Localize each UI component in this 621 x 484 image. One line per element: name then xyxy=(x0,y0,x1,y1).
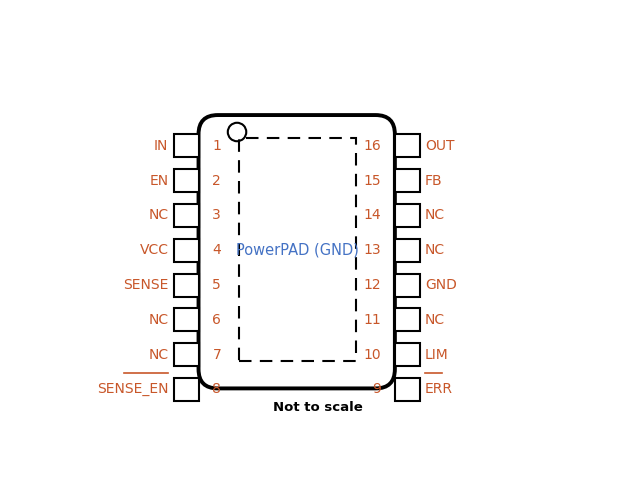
FancyBboxPatch shape xyxy=(199,115,395,388)
Bar xyxy=(395,169,420,192)
Bar xyxy=(395,308,420,332)
Bar xyxy=(395,378,420,401)
Text: NC: NC xyxy=(425,209,445,223)
Text: FB: FB xyxy=(425,174,443,188)
Text: SENSE_EN: SENSE_EN xyxy=(97,382,168,396)
Bar xyxy=(395,204,420,227)
Text: NC: NC xyxy=(425,313,445,327)
Text: GND: GND xyxy=(425,278,457,292)
Text: VCC: VCC xyxy=(140,243,168,257)
Bar xyxy=(174,308,199,332)
Text: 5: 5 xyxy=(212,278,221,292)
Text: 15: 15 xyxy=(363,174,381,188)
Text: 12: 12 xyxy=(363,278,381,292)
Text: Not to scale: Not to scale xyxy=(273,401,363,414)
Text: 3: 3 xyxy=(212,209,221,223)
Text: IN: IN xyxy=(154,139,168,153)
Text: 2: 2 xyxy=(212,174,221,188)
Text: SENSE: SENSE xyxy=(123,278,168,292)
Text: NC: NC xyxy=(425,243,445,257)
Bar xyxy=(395,343,420,366)
Text: NC: NC xyxy=(148,313,168,327)
Text: 14: 14 xyxy=(363,209,381,223)
Bar xyxy=(174,204,199,227)
Text: OUT: OUT xyxy=(425,139,455,153)
Bar xyxy=(238,138,356,362)
Bar xyxy=(395,273,420,297)
Text: NC: NC xyxy=(148,348,168,362)
Bar xyxy=(174,273,199,297)
Bar xyxy=(174,134,199,157)
Bar xyxy=(395,239,420,262)
Text: 1: 1 xyxy=(212,139,221,153)
Text: ERR: ERR xyxy=(425,382,453,396)
Text: 7: 7 xyxy=(212,348,221,362)
Text: LIM: LIM xyxy=(425,348,448,362)
Text: 11: 11 xyxy=(363,313,381,327)
Text: 4: 4 xyxy=(212,243,221,257)
Text: 6: 6 xyxy=(212,313,221,327)
Text: 16: 16 xyxy=(363,139,381,153)
Bar xyxy=(174,378,199,401)
Bar xyxy=(174,343,199,366)
Text: 10: 10 xyxy=(363,348,381,362)
Text: 9: 9 xyxy=(372,382,381,396)
Bar xyxy=(174,169,199,192)
Text: 8: 8 xyxy=(212,382,221,396)
Bar xyxy=(174,239,199,262)
Circle shape xyxy=(228,123,247,141)
Text: EN: EN xyxy=(150,174,168,188)
Text: PowerPAD (GND): PowerPAD (GND) xyxy=(235,242,358,257)
Text: 13: 13 xyxy=(363,243,381,257)
Bar xyxy=(395,134,420,157)
Text: NC: NC xyxy=(148,209,168,223)
